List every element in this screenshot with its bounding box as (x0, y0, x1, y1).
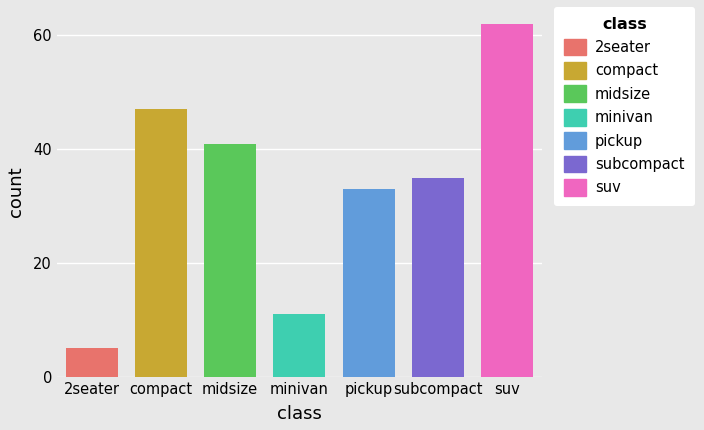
Bar (135, 109, 187, 377)
Bar (412, 178, 464, 377)
X-axis label: class: class (277, 405, 322, 423)
Bar (65, 348, 118, 377)
Legend: 2seater, compact, midsize, minivan, pickup, subcompact, suv: 2seater, compact, midsize, minivan, pick… (554, 7, 695, 206)
Bar (273, 314, 325, 377)
Bar (482, 24, 534, 377)
Bar (204, 144, 256, 377)
Y-axis label: count: count (7, 166, 25, 217)
Bar (343, 189, 395, 377)
